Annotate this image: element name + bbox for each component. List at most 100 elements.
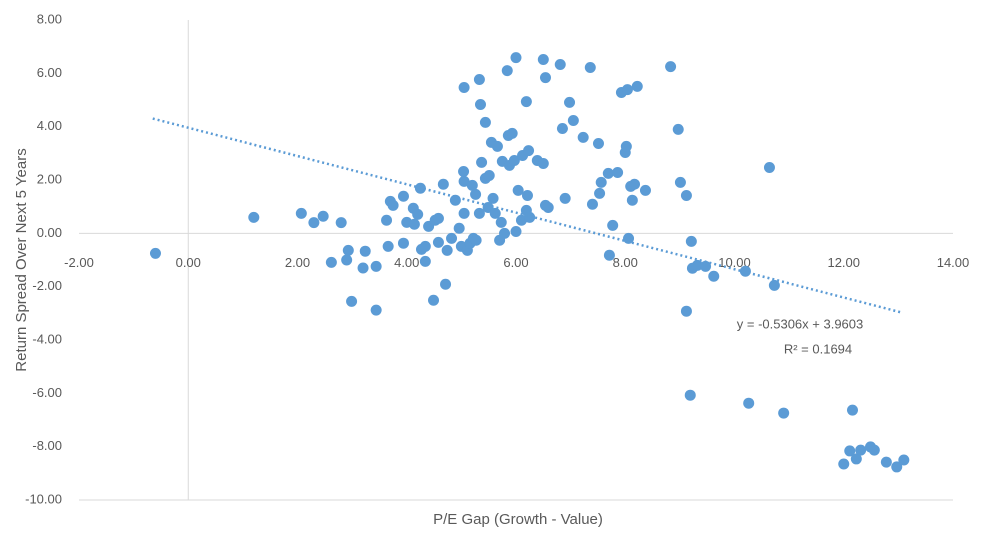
y-tick-label: -8.00: [32, 438, 62, 453]
point: [308, 217, 320, 229]
point: [397, 190, 409, 202]
point: [466, 179, 478, 191]
trend-equation: y = -0.5306x + 3.9603: [737, 316, 863, 331]
y-tick-label: -2.00: [32, 278, 62, 293]
point: [674, 176, 686, 188]
point: [768, 279, 780, 291]
point: [437, 178, 449, 190]
point: [458, 81, 470, 93]
point: [537, 157, 549, 169]
point: [428, 294, 440, 306]
point: [838, 458, 850, 470]
point: [473, 73, 485, 85]
point: [335, 217, 347, 229]
point: [607, 219, 619, 231]
point: [474, 99, 486, 111]
point: [621, 84, 633, 96]
point: [397, 237, 409, 249]
x-tick-label: 8.00: [613, 255, 638, 270]
point: [470, 188, 482, 200]
point: [559, 192, 571, 204]
x-tick-label: 10.00: [718, 255, 751, 270]
point: [295, 207, 307, 219]
point: [891, 461, 903, 473]
point: [595, 176, 607, 188]
point: [483, 169, 495, 181]
point: [357, 262, 369, 274]
point: [554, 59, 566, 71]
point: [491, 140, 503, 152]
x-tick-label: 4.00: [394, 255, 419, 270]
point: [342, 244, 354, 256]
point: [844, 445, 856, 457]
point: [524, 211, 536, 223]
point: [419, 255, 431, 267]
point: [458, 207, 470, 219]
y-tick-label: 0.00: [37, 225, 62, 240]
point: [453, 222, 465, 234]
point: [370, 260, 382, 272]
point: [508, 155, 520, 167]
point: [512, 184, 524, 196]
point: [850, 453, 862, 465]
x-tick-label: 2.00: [285, 255, 310, 270]
point: [387, 199, 399, 211]
point: [520, 96, 532, 108]
y-tick-label: 4.00: [37, 118, 62, 133]
point: [408, 218, 420, 230]
y-tick-label: 2.00: [37, 171, 62, 186]
point: [317, 210, 329, 222]
point: [680, 305, 692, 317]
point: [778, 407, 790, 419]
point: [564, 96, 576, 108]
trendline: [152, 117, 902, 314]
point: [629, 178, 641, 190]
point: [325, 256, 337, 268]
point: [594, 187, 606, 199]
point: [556, 123, 568, 135]
point: [510, 52, 522, 64]
point: [623, 232, 635, 244]
y-tick-label: -10.00: [25, 491, 62, 506]
point: [381, 214, 393, 226]
point: [370, 304, 382, 316]
point: [567, 115, 579, 127]
point: [763, 161, 775, 173]
point: [592, 137, 604, 149]
point: [542, 201, 554, 213]
point: [855, 444, 867, 456]
point: [419, 240, 431, 252]
point: [739, 265, 751, 277]
y-tick-label: -4.00: [32, 331, 62, 346]
point: [620, 140, 632, 152]
point: [149, 247, 161, 259]
point: [458, 165, 470, 177]
point: [499, 227, 511, 239]
point: [476, 156, 488, 168]
point: [880, 456, 892, 468]
point: [346, 295, 358, 307]
point: [603, 249, 615, 261]
x-tick-label: 12.00: [827, 255, 860, 270]
point: [665, 61, 677, 73]
trend-r-squared: R² = 0.1694: [784, 341, 852, 356]
point: [708, 270, 720, 282]
point: [868, 444, 880, 456]
point: [489, 207, 501, 219]
point: [510, 225, 522, 237]
point: [446, 232, 458, 244]
point: [432, 236, 444, 248]
point: [685, 235, 697, 247]
y-tick-label: 8.00: [37, 11, 62, 26]
point: [700, 260, 712, 272]
point: [626, 194, 638, 206]
x-tick-label: -2.00: [64, 255, 94, 270]
point: [846, 404, 858, 416]
x-tick-label: 6.00: [503, 255, 528, 270]
point: [602, 167, 614, 179]
point: [680, 189, 692, 201]
x-axis-title: P/E Gap (Growth - Value): [433, 511, 603, 528]
point: [577, 131, 589, 143]
point: [487, 192, 499, 204]
